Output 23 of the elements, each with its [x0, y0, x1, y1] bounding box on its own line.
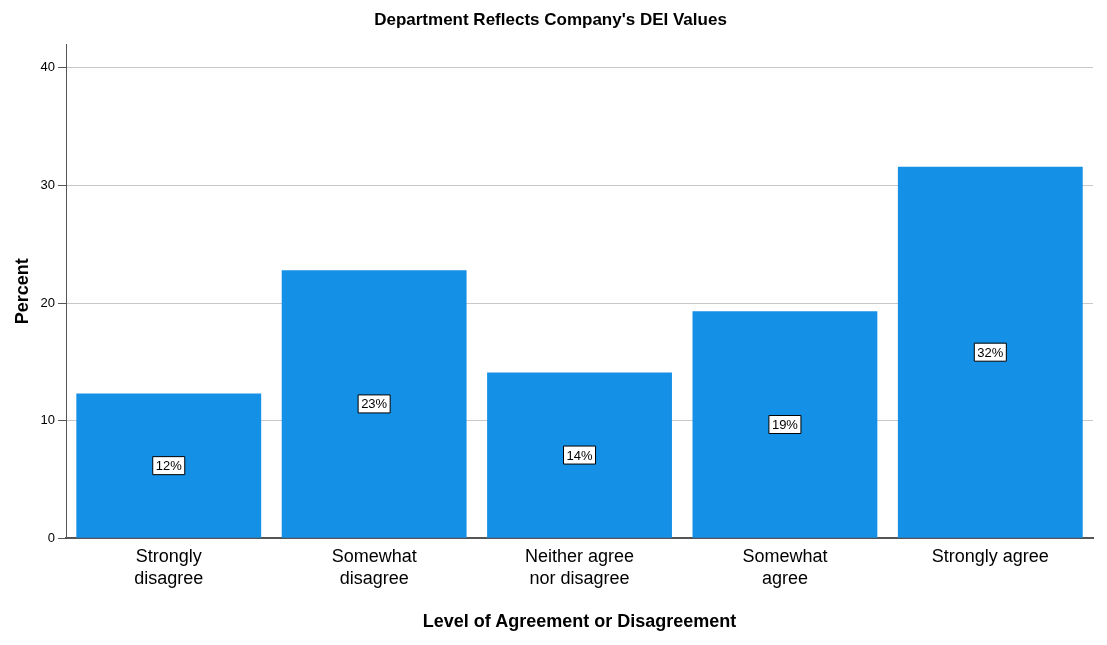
data-label: 14%: [566, 447, 593, 463]
bar: [76, 393, 262, 538]
x-tick-label: Somewhat disagree: [331, 545, 417, 588]
x-tick-label: Neither agree nor disagree: [524, 545, 635, 588]
y-axis-title: Percent: [11, 258, 32, 325]
y-tick-label: 30: [40, 177, 56, 193]
bar: [281, 270, 467, 538]
x-tick-label: Strongly disagree: [134, 545, 204, 588]
data-label: 32%: [977, 344, 1004, 360]
y-tick-label: 10: [40, 412, 56, 428]
bar: [487, 372, 672, 538]
x-tick-label: Somewhat agree: [742, 545, 828, 588]
data-label: 12%: [155, 458, 183, 474]
data-label: 19%: [771, 417, 799, 433]
y-tick-label: 40: [40, 59, 56, 75]
x-tick-label: Strongly agree: [931, 545, 1049, 566]
y-tick-label: 0: [47, 529, 56, 545]
data-label: 23%: [361, 396, 388, 412]
bar: [897, 166, 1083, 538]
y-tick-label: 20: [40, 294, 56, 310]
bar: [692, 311, 878, 538]
x-axis-title: Level of Agreement or Disagreement: [422, 611, 737, 632]
chart-title: Department Reflects Company's DEI Values: [374, 9, 727, 29]
